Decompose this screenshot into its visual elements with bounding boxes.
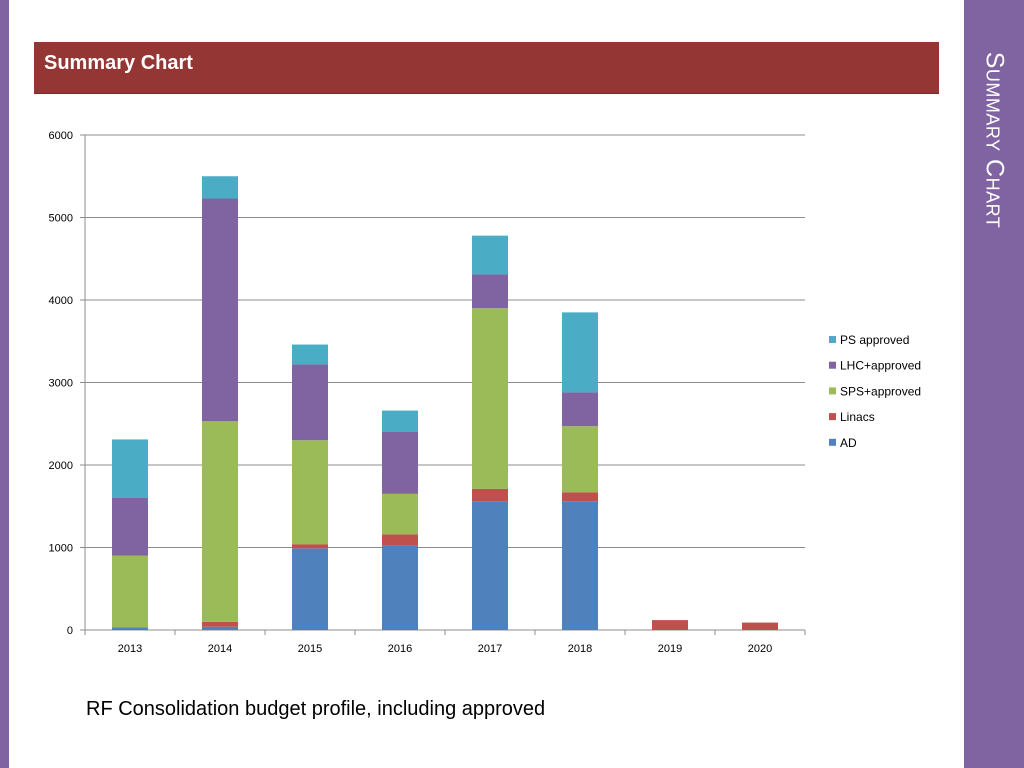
legend-swatch <box>829 438 836 446</box>
bar-ad-2015 <box>292 548 328 630</box>
x-tick-label: 2017 <box>478 643 502 655</box>
y-tick-label: 6000 <box>49 130 73 142</box>
bar-ps-approved-2015 <box>292 344 328 365</box>
y-tick-label: 0 <box>67 625 73 637</box>
bar-lhc-approved-2015 <box>292 364 328 441</box>
bar-lhc-approved-2017 <box>472 274 508 309</box>
bar-sps-approved-2015 <box>292 440 328 545</box>
legend-swatch <box>829 387 836 395</box>
y-tick-label: 3000 <box>49 378 73 390</box>
bar-ad-2016 <box>382 545 418 630</box>
bar-linacs-2016 <box>382 534 418 546</box>
bar-linacs-2019 <box>652 620 688 630</box>
bar-lhc-approved-2018 <box>562 392 598 427</box>
bar-sps-approved-2017 <box>472 308 508 489</box>
legend-label: LHC+approved <box>840 359 921 373</box>
x-tick-label: 2015 <box>298 643 322 655</box>
bar-ps-approved-2016 <box>382 410 418 432</box>
bar-linacs-2020 <box>742 622 778 630</box>
x-tick-label: 2019 <box>658 643 682 655</box>
legend-swatch <box>829 413 836 421</box>
legend-label: Linacs <box>840 410 875 424</box>
header-band: Summary Chart <box>34 42 939 94</box>
bar-sps-approved-2014 <box>202 421 238 622</box>
legend-swatch <box>829 336 836 343</box>
bar-ps-approved-2014 <box>202 176 238 199</box>
bar-lhc-approved-2014 <box>202 198 238 422</box>
bar-ad-2018 <box>562 501 598 630</box>
bar-sps-approved-2013 <box>112 555 148 628</box>
bar-linacs-2018 <box>562 492 598 502</box>
bar-lhc-approved-2013 <box>112 498 148 556</box>
side-title: Summary Chart <box>980 51 1009 229</box>
legend-label: SPS+approved <box>840 384 921 398</box>
y-tick-label: 5000 <box>49 213 73 225</box>
right-accent-bar <box>964 0 1024 768</box>
legend-label: AD <box>840 436 857 450</box>
bar-linacs-2015 <box>292 544 328 549</box>
bar-ps-approved-2018 <box>562 312 598 393</box>
x-tick-label: 2018 <box>568 643 592 655</box>
x-tick-label: 2013 <box>118 643 142 655</box>
bar-sps-approved-2018 <box>562 426 598 493</box>
bar-ps-approved-2017 <box>472 235 508 275</box>
bar-linacs-2017 <box>472 488 508 502</box>
stacked-bar-chart: 0 1000 2000 3000 4000 5000 6000 2013 2014 2015 201… <box>49 130 922 655</box>
left-accent-bar <box>0 0 9 768</box>
bar-lhc-approved-2016 <box>382 432 418 494</box>
legend-label: PS approved <box>840 333 909 347</box>
bar-ad-2017 <box>472 501 508 630</box>
x-tick-label: 2016 <box>388 643 412 655</box>
x-tick-label: 2014 <box>208 643 232 655</box>
bar-ad-2013 <box>112 627 148 630</box>
x-tick-label: 2020 <box>748 643 772 655</box>
bar-linacs-2014 <box>202 621 238 627</box>
bar-sps-approved-2016 <box>382 493 418 535</box>
y-tick-label: 4000 <box>49 295 73 307</box>
page-title: Summary Chart <box>44 52 193 74</box>
bar-ps-approved-2013 <box>112 439 148 498</box>
chart-caption: RF Consolidation budget profile, includi… <box>86 698 546 720</box>
y-tick-label: 1000 <box>49 543 73 555</box>
bar-ad-2014 <box>202 626 238 630</box>
y-tick-label: 2000 <box>49 460 73 472</box>
legend-swatch <box>829 361 836 369</box>
